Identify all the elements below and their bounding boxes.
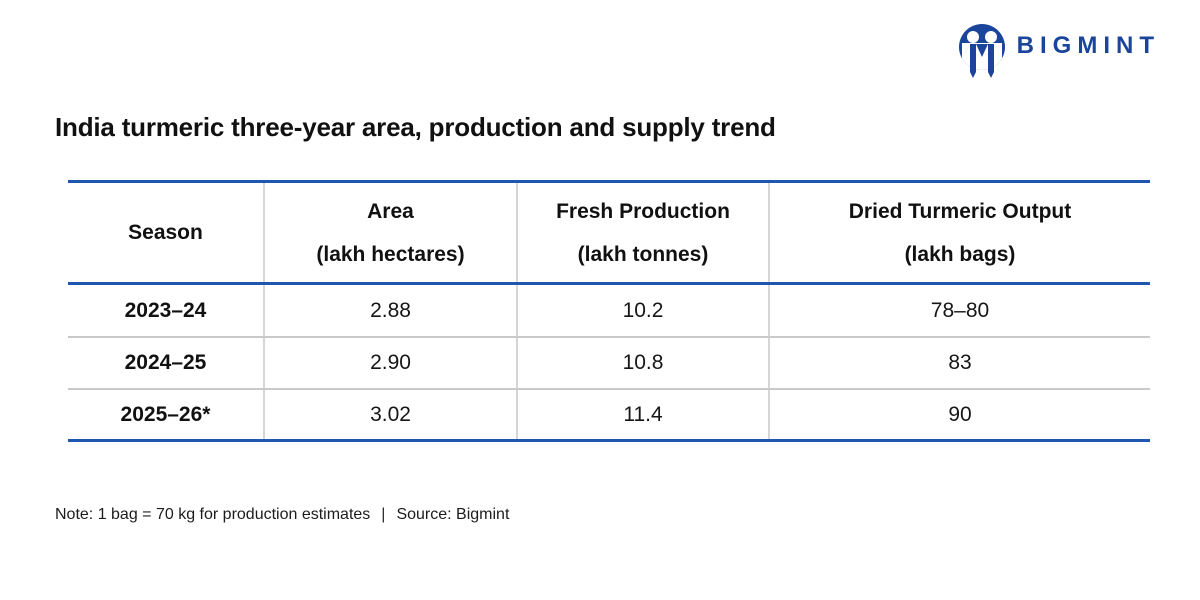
table-header: Season Area (lakh hectares) Fresh Produc… xyxy=(68,183,1150,285)
header-cell-area: Area (lakh hectares) xyxy=(265,183,518,282)
cell-area: 2.88 xyxy=(265,285,518,336)
cell-season: 2025–26* xyxy=(68,390,265,439)
brand-name: BIGMINT xyxy=(1016,32,1160,59)
data-table: Season Area (lakh hectares) Fresh Produc… xyxy=(68,180,1150,442)
cell-dried-output: 78–80 xyxy=(930,298,990,322)
table-row: 2023–24 2.88 10.2 78–80 xyxy=(68,285,1150,338)
column-unit: (lakh tonnes) xyxy=(577,242,709,266)
header-cell-dried-output: Dried Turmeric Output (lakh bags) xyxy=(770,183,1150,282)
cell-fresh-production: 10.8 xyxy=(518,338,770,388)
column-label: Fresh Production xyxy=(556,199,730,223)
cell-fresh-production: 11.4 xyxy=(518,390,770,439)
footnote-separator: | xyxy=(381,506,386,523)
cell-season: 2024–25 xyxy=(68,338,265,388)
brand-logo: BIGMINT xyxy=(958,24,1160,80)
bigmint-logo-icon xyxy=(958,24,1005,80)
cell-area: 2.90 xyxy=(265,338,518,388)
page-title: India turmeric three-year area, producti… xyxy=(55,112,776,142)
column-label: Season xyxy=(128,221,203,244)
table-body: 2023–24 2.88 10.2 78–80 2024–25 2.90 10.… xyxy=(68,285,1150,439)
footnote: Note: 1 bag = 70 kg for production estim… xyxy=(55,506,509,524)
cell-area: 3.02 xyxy=(265,390,518,439)
cell-season: 2023–24 xyxy=(68,285,265,336)
header-row: Season Area (lakh hectares) Fresh Produc… xyxy=(68,183,1150,285)
footnote-source: Source: Bigmint xyxy=(396,506,510,523)
cell-dried-output: 83 xyxy=(948,351,972,374)
column-label: Dried Turmeric Output xyxy=(848,199,1072,223)
footnote-note: Note: 1 bag = 70 kg for production estim… xyxy=(55,506,371,523)
table-row: 2024–25 2.90 10.8 83 xyxy=(68,338,1150,390)
header-cell-season: Season xyxy=(68,183,265,282)
column-label: Area xyxy=(367,199,414,223)
header-cell-fresh-production: Fresh Production (lakh tonnes) xyxy=(518,183,770,282)
cell-dried-output: 90 xyxy=(948,402,972,426)
cell-fresh-production: 10.2 xyxy=(518,285,770,336)
column-unit: (lakh hectares) xyxy=(316,242,465,266)
column-unit: (lakh bags) xyxy=(904,242,1016,266)
table-row: 2025–26* 3.02 11.4 90 xyxy=(68,390,1150,439)
